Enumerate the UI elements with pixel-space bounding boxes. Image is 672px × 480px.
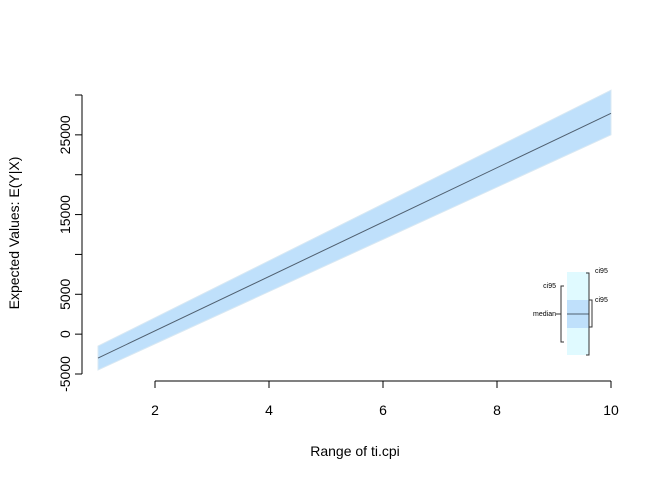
legend-label-ci95-outer-right: ci95: [595, 268, 608, 275]
legend-left-bracket: [560, 285, 564, 343]
legend-label-ci95-inner-right: ci95: [595, 297, 608, 304]
legend-label-ci95-outer-left: ci95: [543, 283, 556, 290]
x-tick-label: 8: [493, 402, 501, 418]
interval-legend: ci95 median ci95 ci95: [533, 268, 608, 356]
x-tick-label: 2: [151, 402, 159, 418]
median-line: [97, 112, 612, 359]
x-tick-label: 6: [379, 402, 387, 418]
y-tick-label: -5000: [57, 356, 73, 392]
legend-right-outer-bracket: [586, 272, 590, 356]
legend-label-median: median: [533, 311, 556, 318]
x-tick-label: 10: [603, 402, 619, 418]
legend-right-inner-bracket: [589, 299, 593, 328]
x-tick-label: 4: [265, 402, 273, 418]
confidence-band-layer: [97, 89, 612, 371]
x-axis-label: Range of ti.cpi: [310, 443, 400, 459]
y-axis-label: Expected Values: E(Y|X): [6, 157, 22, 310]
ci95-band: [97, 89, 612, 371]
axes-layer: 2 4 6 8 10 -5000 0 5000 15000 25000: [57, 94, 619, 418]
y-tick-label: 0: [57, 330, 73, 338]
y-tick-label: 25000: [57, 115, 73, 154]
median-line-layer: [97, 112, 612, 359]
y-tick-label: 15000: [57, 195, 73, 234]
y-tick-label: 5000: [57, 279, 73, 310]
